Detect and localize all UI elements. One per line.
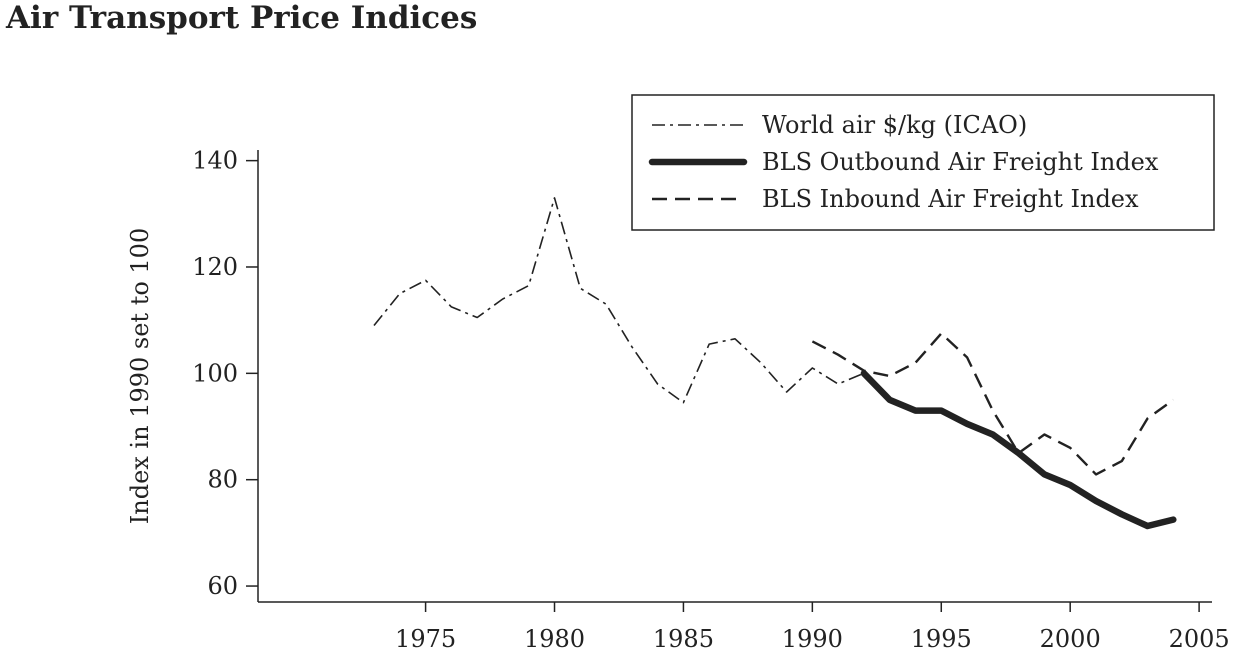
x-tick-label: 1995 bbox=[911, 625, 972, 653]
series-line-3 bbox=[811, 332, 1175, 476]
y-tick-label: 100 bbox=[192, 359, 238, 387]
legend-label-3: BLS Inbound Air Freight Index bbox=[762, 185, 1139, 213]
y-tick-label: 80 bbox=[207, 466, 238, 494]
axes: 60 80 100 120 140 1975 1980 1985 1990 1995 2000 200… bbox=[126, 147, 1230, 653]
y-tick-label: 60 bbox=[207, 572, 238, 600]
x-tick-label: 2005 bbox=[1169, 625, 1230, 653]
y-axis-label: Index in 1990 set to 100 bbox=[126, 228, 154, 524]
series-line-2 bbox=[860, 370, 1177, 530]
y-tick-label: 120 bbox=[192, 253, 238, 281]
x-tick-label: 1990 bbox=[782, 625, 843, 653]
series-group bbox=[373, 197, 1177, 530]
legend: World air $/kg (ICAO) BLS Outbound Air Fr… bbox=[631, 94, 1215, 231]
x-tick-label: 1975 bbox=[395, 625, 456, 653]
series-line-1 bbox=[373, 197, 865, 404]
chart-title: Air Transport Price Indices bbox=[6, 0, 478, 36]
legend-label-2: BLS Outbound Air Freight Index bbox=[762, 148, 1159, 176]
x-tick-label: 1980 bbox=[524, 625, 585, 653]
legend-label-1: World air $/kg (ICAO) bbox=[762, 111, 1027, 139]
x-tick-label: 2000 bbox=[1040, 625, 1101, 653]
x-tick-label: 1985 bbox=[653, 625, 714, 653]
y-tick-label: 140 bbox=[192, 147, 238, 175]
